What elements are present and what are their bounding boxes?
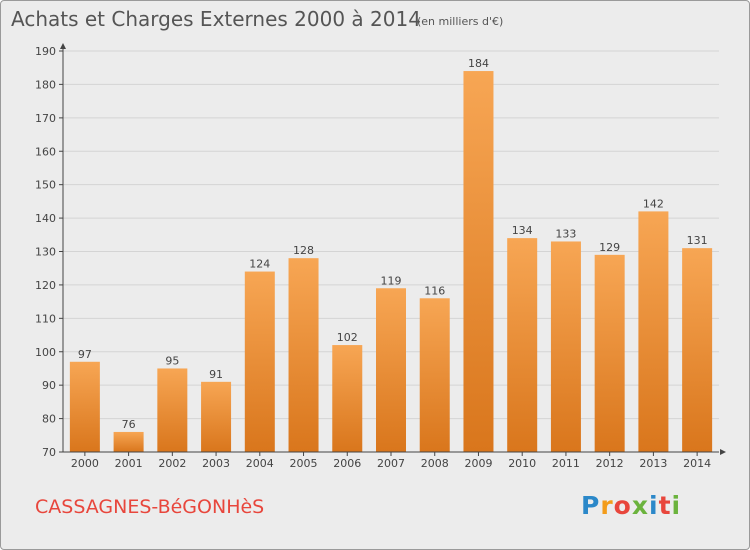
data-label: 142: [643, 197, 664, 210]
logo-letter: i: [649, 491, 659, 520]
y-tick-label: 90: [42, 379, 56, 392]
bar: [201, 381, 232, 452]
y-axis-ticks: 70 80 90 100 110 120 130 140 150 160 170 180 190: [35, 45, 63, 459]
y-axis-arrow-icon: [60, 43, 66, 49]
bar: [594, 254, 625, 452]
data-label: 129: [599, 241, 620, 254]
x-tick-label: 2010: [508, 457, 536, 470]
x-tick-label: 2011: [552, 457, 580, 470]
x-tick-label: 2009: [464, 457, 492, 470]
y-tick-label: 70: [42, 446, 56, 459]
y-tick-label: 180: [35, 78, 56, 91]
bar: [419, 298, 450, 452]
y-tick-label: 110: [35, 312, 56, 325]
logo-letter: o: [613, 491, 632, 520]
bar: [332, 345, 363, 452]
x-axis-ticks: 2000 2001 2002 2003 2004 2005 2006 2007 2008 2009…: [71, 452, 711, 470]
y-tick-label: 130: [35, 246, 56, 259]
bar: [288, 258, 319, 452]
x-tick-label: 2005: [290, 457, 318, 470]
bar: [157, 368, 188, 452]
bar: [507, 238, 538, 452]
x-tick-label: 2006: [333, 457, 361, 470]
data-labels: 97 76 95 91 124 128 102 119 116 184 134 133 129 142 13…: [78, 57, 708, 431]
x-tick-label: 2012: [596, 457, 624, 470]
data-label: 95: [165, 354, 179, 367]
y-tick-label: 140: [35, 212, 56, 225]
axes: [60, 43, 726, 455]
data-label: 128: [293, 244, 314, 257]
x-tick-label: 2007: [377, 457, 405, 470]
x-tick-label: 2014: [683, 457, 711, 470]
bar: [682, 248, 713, 452]
data-label: 102: [337, 331, 358, 344]
x-tick-label: 2003: [202, 457, 230, 470]
y-tick-label: 100: [35, 346, 56, 359]
chart-subtitle: (en milliers d'€): [417, 15, 504, 28]
data-label: 119: [381, 274, 402, 287]
data-label: 184: [468, 57, 489, 70]
commune-name: CASSAGNES-BéGONHèS: [35, 496, 265, 518]
x-tick-label: 2002: [158, 457, 186, 470]
y-tick-label: 150: [35, 179, 56, 192]
data-label: 133: [555, 227, 576, 240]
logo-letter: i: [671, 491, 682, 520]
bar: [638, 211, 669, 452]
data-label: 131: [687, 234, 708, 247]
logo-letter: r: [600, 491, 614, 520]
bar: [463, 71, 494, 453]
logo-letter: x: [631, 491, 649, 520]
data-label: 124: [249, 258, 270, 271]
data-label: 76: [122, 418, 136, 431]
bar: [376, 288, 406, 452]
data-label: 97: [78, 348, 92, 361]
proxiti-logo: Proxiti: [581, 491, 681, 520]
logo-letter: P: [581, 491, 601, 520]
y-tick-label: 80: [42, 413, 56, 426]
x-tick-label: 2004: [246, 457, 274, 470]
y-tick-label: 190: [35, 45, 56, 58]
x-tick-label: 2001: [115, 457, 143, 470]
y-tick-label: 170: [35, 112, 56, 125]
data-label: 116: [424, 284, 445, 297]
data-label: 134: [512, 224, 533, 237]
y-tick-label: 120: [35, 279, 56, 292]
bar: [113, 431, 144, 452]
data-label: 91: [209, 368, 223, 381]
x-tick-label: 2000: [71, 457, 99, 470]
x-tick-label: 2008: [421, 457, 449, 470]
y-tick-label: 160: [35, 145, 56, 158]
bars: [69, 71, 713, 453]
bar: [550, 241, 581, 452]
chart-title: Achats et Charges Externes 2000 à 2014: [11, 7, 421, 31]
logo-letter: t: [658, 491, 672, 520]
x-axis-arrow-icon: [720, 449, 726, 455]
bar: [244, 271, 275, 452]
bar: [69, 361, 100, 452]
x-tick-label: 2013: [639, 457, 667, 470]
